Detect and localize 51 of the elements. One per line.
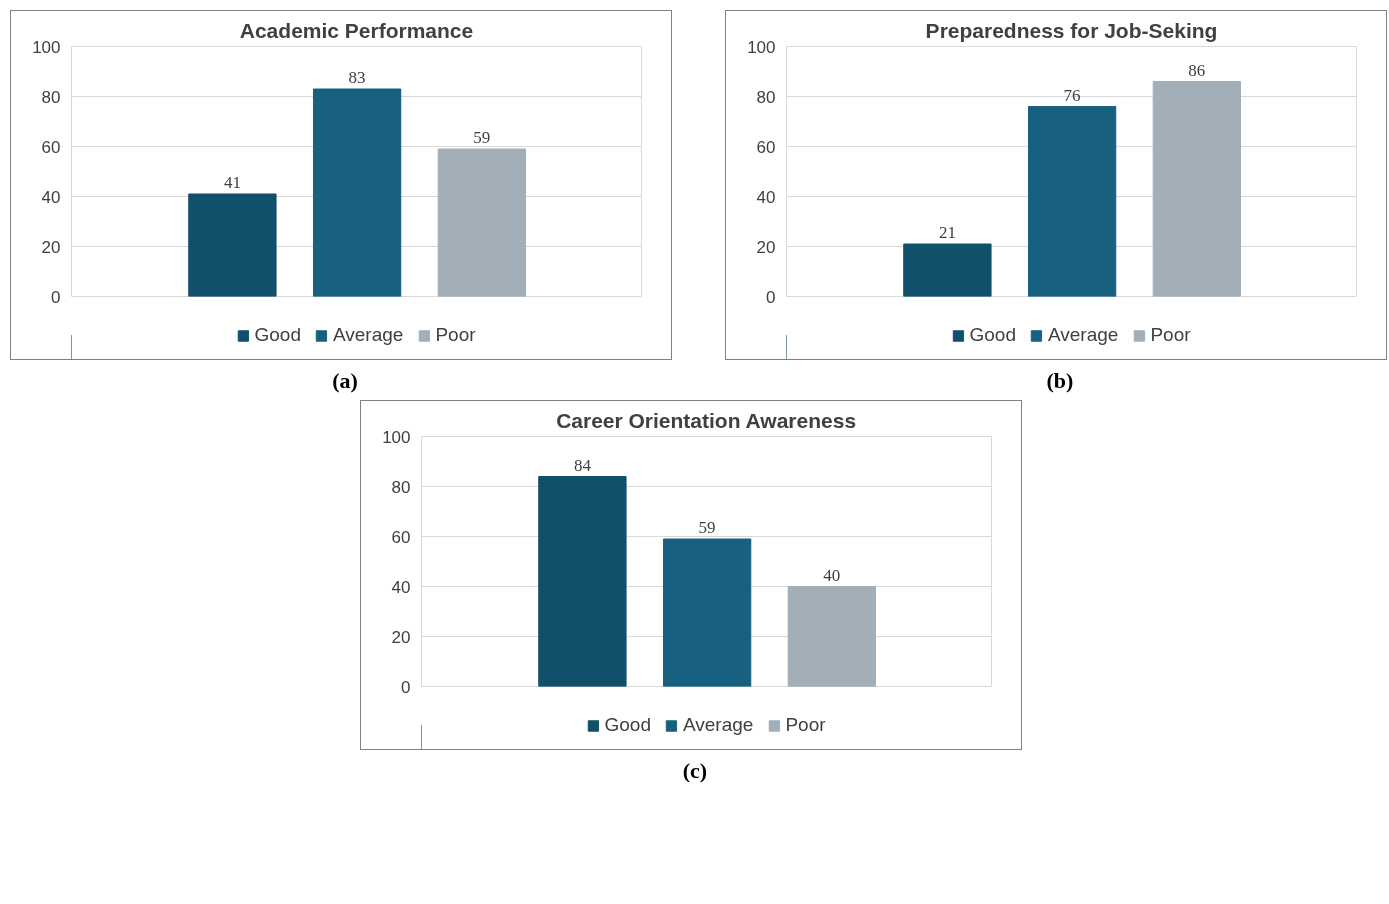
bar bbox=[188, 193, 277, 297]
y-tick-label: 20 bbox=[391, 627, 411, 647]
bar bbox=[437, 148, 526, 297]
y-tick-label: 60 bbox=[756, 137, 776, 157]
data-label: 21 bbox=[938, 223, 956, 242]
chart-title: Academic Performance bbox=[239, 18, 474, 42]
y-tick-label: 60 bbox=[391, 527, 411, 547]
legend-label: Good bbox=[604, 714, 651, 736]
data-label: 83 bbox=[348, 68, 366, 87]
y-tick-label: 80 bbox=[756, 87, 776, 107]
bar bbox=[538, 476, 627, 687]
data-label: 41 bbox=[223, 173, 241, 192]
data-label: 84 bbox=[573, 455, 592, 475]
y-tick-label: 80 bbox=[391, 477, 411, 497]
legend-label: Average bbox=[332, 324, 404, 346]
bar bbox=[1027, 106, 1117, 297]
y-tick-label: 0 bbox=[51, 287, 61, 307]
text: (c) bbox=[682, 757, 708, 785]
bar bbox=[1152, 81, 1241, 297]
y-tick-label: 100 bbox=[32, 37, 61, 57]
y-tick-label: 20 bbox=[756, 237, 776, 257]
data-label: 40 bbox=[823, 565, 841, 585]
legend-label: Average bbox=[1047, 324, 1119, 346]
y-tick-label: 100 bbox=[747, 37, 776, 57]
legend-label: Average bbox=[682, 714, 754, 736]
y-tick-label: 60 bbox=[41, 137, 61, 157]
y-tick-label: 80 bbox=[41, 87, 61, 107]
legend-label: Poor bbox=[1150, 324, 1191, 346]
y-tick-label: 0 bbox=[766, 287, 776, 307]
legend-label: Poor bbox=[785, 714, 826, 736]
legend-label: Good bbox=[254, 324, 301, 346]
y-tick-label: 40 bbox=[41, 187, 61, 207]
data-label: 76 bbox=[1063, 85, 1081, 105]
y-tick-label: 20 bbox=[41, 237, 61, 257]
y-tick-label: 40 bbox=[391, 577, 411, 597]
bar bbox=[312, 88, 402, 297]
legend-label: Poor bbox=[435, 324, 476, 346]
y-tick-label: 40 bbox=[756, 187, 776, 207]
y-tick-label: 100 bbox=[382, 427, 411, 447]
chart-title: Preparedness for Job-Seking bbox=[925, 18, 1218, 42]
text: (a) bbox=[332, 367, 358, 395]
bar bbox=[662, 538, 752, 687]
data-label: 59 bbox=[698, 518, 716, 537]
data-label: 59 bbox=[473, 128, 491, 147]
y-tick-label: 0 bbox=[401, 677, 411, 697]
text: (b) bbox=[1046, 367, 1074, 395]
chart-title: Career Orientation Awareness bbox=[556, 408, 857, 432]
legend-label: Good bbox=[969, 324, 1016, 346]
bar bbox=[903, 243, 992, 297]
bar bbox=[787, 586, 876, 687]
data-label: 86 bbox=[1188, 60, 1206, 80]
